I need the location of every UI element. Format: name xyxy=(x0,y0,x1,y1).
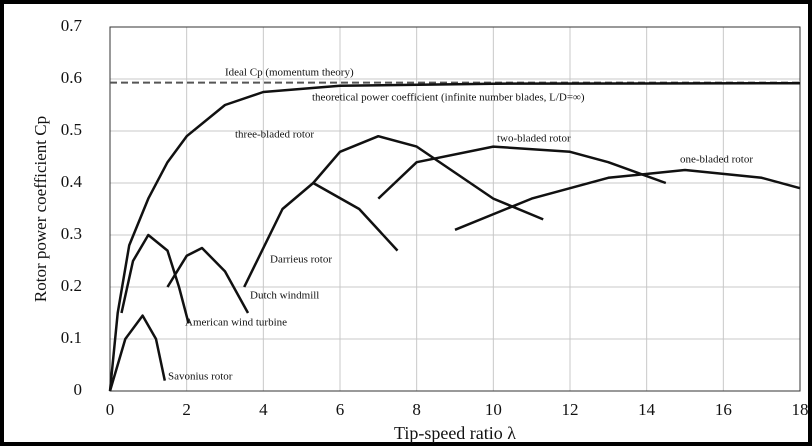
x-tick-label: 8 xyxy=(412,400,421,419)
y-tick-label: 0.4 xyxy=(61,172,83,191)
series-label: Darrieus rotor xyxy=(270,254,332,266)
series-label: Dutch windmill xyxy=(250,290,319,302)
series-label: theoretical power coefficient (infinite … xyxy=(312,92,585,104)
y-tick-label: 0 xyxy=(74,380,83,399)
x-tick-label: 0 xyxy=(106,400,115,419)
x-tick-label: 16 xyxy=(715,400,732,419)
x-tick-label: 6 xyxy=(336,400,345,419)
y-tick-label: 0.7 xyxy=(61,16,83,35)
x-tick-label: 12 xyxy=(562,400,579,419)
y-tick-label: 0.3 xyxy=(61,224,82,243)
series-label: one-bladed rotor xyxy=(680,154,753,166)
series-label: three-bladed rotor xyxy=(235,129,314,141)
y-tick-label: 0.5 xyxy=(61,120,82,139)
y-tick-label: 0.6 xyxy=(61,68,82,87)
x-tick-label: 4 xyxy=(259,400,268,419)
x-tick-label: 2 xyxy=(182,400,191,419)
y-axis-title: Rotor power coefficient Cp xyxy=(31,116,50,302)
x-tick-label: 14 xyxy=(638,400,656,419)
x-tick-label: 18 xyxy=(792,400,809,419)
series-label: American wind turbine xyxy=(185,317,287,329)
x-tick-label: 10 xyxy=(485,400,502,419)
series-label: two-bladed rotor xyxy=(497,133,571,145)
x-axis-title: Tip-speed ratio λ xyxy=(394,423,516,443)
series-label: Savonius rotor xyxy=(168,371,233,383)
y-tick-label: 0.2 xyxy=(61,276,82,295)
chart: Tip-speed ratio λ Rotor power coefficien… xyxy=(0,0,812,446)
series-label: Ideal Cp (momentum theory) xyxy=(225,67,354,79)
y-tick-label: 0.1 xyxy=(61,328,82,347)
